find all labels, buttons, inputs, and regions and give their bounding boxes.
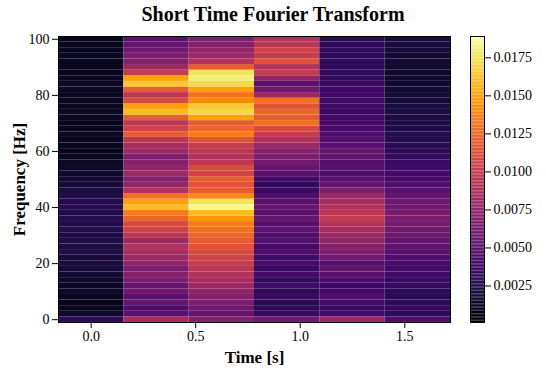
html-text:Short Time Fourier Transform: Short Time Fourier Transform xyxy=(141,3,405,25)
svg-text:0.0050: 0.0050 xyxy=(494,240,533,255)
svg-text:20: 20 xyxy=(36,256,50,271)
svg-text:1.0: 1.0 xyxy=(291,329,309,344)
svg-text:Frequency [Hz]: Frequency [Hz] xyxy=(10,123,29,236)
svg-text:1.5: 1.5 xyxy=(396,329,414,344)
svg-text:40: 40 xyxy=(36,200,50,215)
svg-text:0.0175: 0.0175 xyxy=(494,50,533,65)
svg-text:0.0100: 0.0100 xyxy=(494,164,533,179)
svg-text:0.5: 0.5 xyxy=(187,329,205,344)
svg-text:0.0075: 0.0075 xyxy=(494,202,533,217)
svg-text:Time [s]: Time [s] xyxy=(225,348,285,367)
svg-text:0.0125: 0.0125 xyxy=(494,126,533,141)
svg-text:0.0025: 0.0025 xyxy=(494,278,533,293)
svg-text:80: 80 xyxy=(36,88,50,103)
svg-text:0.0150: 0.0150 xyxy=(494,88,533,103)
svg-text:0.0: 0.0 xyxy=(82,329,100,344)
svg-text:0: 0 xyxy=(43,312,50,327)
svg-text:60: 60 xyxy=(36,144,50,159)
svg-text:100: 100 xyxy=(29,32,50,47)
